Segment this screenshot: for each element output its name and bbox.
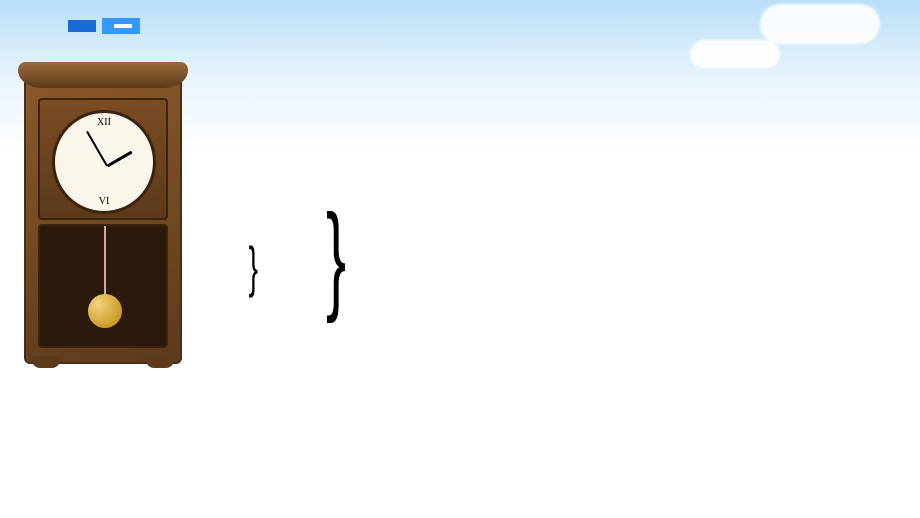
diagram-area: } } — [0, 64, 920, 404]
tag-new — [68, 20, 96, 32]
clock-illustration — [24, 64, 182, 364]
brace-small: } — [249, 234, 258, 299]
brace-large: } — [326, 188, 346, 326]
mechanism-diagram — [510, 44, 770, 384]
tag-explore — [102, 18, 140, 34]
